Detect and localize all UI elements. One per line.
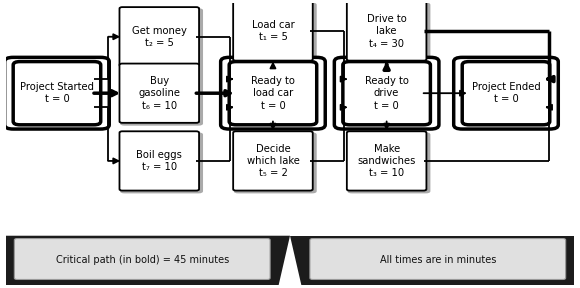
FancyBboxPatch shape [467, 65, 550, 126]
FancyBboxPatch shape [347, 3, 430, 64]
Text: Project Ended
t = 0: Project Ended t = 0 [472, 82, 541, 104]
FancyBboxPatch shape [234, 3, 317, 64]
FancyBboxPatch shape [119, 131, 199, 191]
FancyBboxPatch shape [119, 64, 199, 123]
FancyBboxPatch shape [120, 8, 203, 69]
FancyBboxPatch shape [347, 131, 426, 191]
Polygon shape [278, 236, 302, 285]
Text: Get money
t₂ = 5: Get money t₂ = 5 [132, 26, 187, 48]
Text: Make
sandwiches
t₃ = 10: Make sandwiches t₃ = 10 [357, 143, 416, 178]
FancyBboxPatch shape [233, 1, 313, 61]
FancyBboxPatch shape [120, 132, 203, 194]
FancyBboxPatch shape [229, 62, 317, 125]
FancyBboxPatch shape [5, 57, 109, 129]
Text: Load car
t₁ = 5: Load car t₁ = 5 [252, 20, 294, 42]
Polygon shape [6, 236, 290, 285]
FancyBboxPatch shape [234, 65, 317, 126]
FancyBboxPatch shape [220, 57, 325, 129]
FancyBboxPatch shape [347, 65, 430, 126]
FancyBboxPatch shape [233, 131, 313, 191]
FancyBboxPatch shape [234, 132, 317, 194]
FancyBboxPatch shape [120, 65, 203, 126]
Text: Project Started
t = 0: Project Started t = 0 [20, 82, 94, 104]
FancyBboxPatch shape [18, 65, 101, 126]
FancyBboxPatch shape [347, 1, 426, 61]
Text: Decide
which lake
t₅ = 2: Decide which lake t₅ = 2 [246, 143, 299, 178]
Bar [6, 236, 574, 285]
FancyBboxPatch shape [347, 132, 430, 194]
Text: Drive to
lake
t₄ = 30: Drive to lake t₄ = 30 [367, 14, 407, 48]
FancyBboxPatch shape [13, 62, 101, 125]
FancyBboxPatch shape [14, 238, 270, 279]
FancyBboxPatch shape [454, 57, 559, 129]
FancyBboxPatch shape [343, 62, 430, 125]
Text: Boil eggs
t₇ = 10: Boil eggs t₇ = 10 [136, 150, 182, 172]
FancyBboxPatch shape [119, 7, 199, 67]
Polygon shape [290, 236, 574, 285]
Text: Ready to
drive
t = 0: Ready to drive t = 0 [365, 76, 408, 111]
FancyBboxPatch shape [462, 62, 550, 125]
Text: Buy
gasoline
t₆ = 10: Buy gasoline t₆ = 10 [138, 76, 180, 111]
FancyBboxPatch shape [334, 57, 439, 129]
Text: Critical path (in bold) = 45 minutes: Critical path (in bold) = 45 minutes [56, 255, 229, 266]
FancyBboxPatch shape [310, 238, 566, 279]
Text: Ready to
load car
t = 0: Ready to load car t = 0 [251, 76, 295, 111]
Text: All times are in minutes: All times are in minutes [379, 255, 496, 266]
